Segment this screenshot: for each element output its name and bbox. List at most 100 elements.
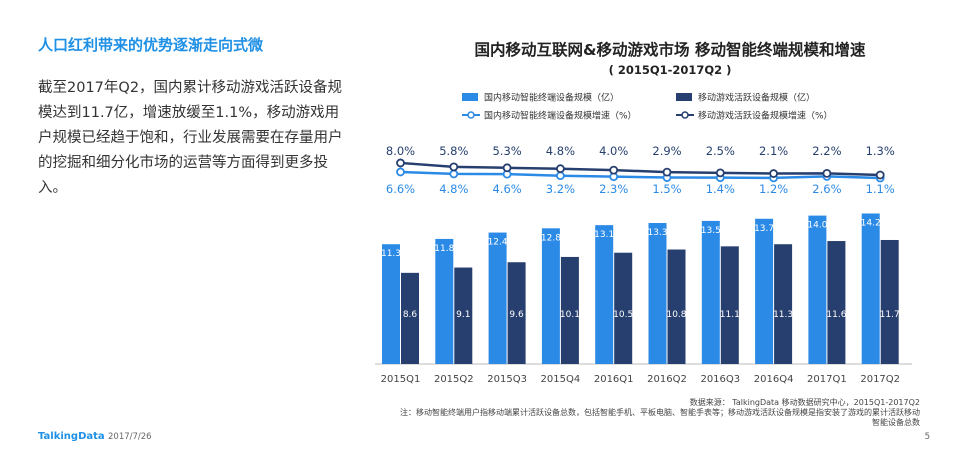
x-tick-label: 2015Q1 — [381, 374, 421, 385]
point-game-growth — [875, 170, 885, 180]
bar-device-total — [488, 232, 507, 364]
x-tick-label: 2016Q4 — [754, 374, 794, 385]
x-tick-label: 2017Q1 — [807, 374, 847, 385]
page-number: 5 — [924, 432, 930, 442]
point-game-growth — [396, 158, 405, 168]
line-game-growth — [400, 161, 881, 177]
x-tick-label: 2016Q2 — [647, 374, 687, 385]
legend-swatch-marker — [467, 111, 475, 119]
brand-logo: TalkingData — [38, 431, 105, 442]
note-line-continued: 智能设备总数 — [872, 418, 920, 427]
legend-label: 国内移动智能终端设备规模增速（%） — [484, 110, 637, 122]
point-game-growth — [715, 168, 725, 178]
label-device-growth: 1.4% — [706, 182, 735, 196]
bar-game-active — [614, 252, 633, 364]
label-device-growth: 1.1% — [866, 182, 895, 196]
label-device-growth: 4.6% — [492, 182, 521, 196]
label-game-growth: 2.2% — [812, 144, 841, 158]
bar-game-active-label: 8.6 — [403, 310, 418, 320]
section-heading: 人口红利带来的优势逐渐走向式微 — [38, 36, 264, 54]
bar-game-active — [880, 239, 899, 364]
label-device-growth: 4.8% — [439, 182, 468, 196]
point-game-growth — [556, 164, 565, 174]
bar-device-total-label: 14.2 — [861, 218, 881, 228]
point-game-growth — [822, 168, 832, 178]
label-device-growth: 1.2% — [759, 182, 788, 196]
bar-game-active-label: 9.1 — [456, 310, 470, 320]
x-tick-label: 2015Q2 — [434, 374, 474, 385]
bar-device-total-label: 12.8 — [541, 233, 561, 243]
label-game-growth: 2.1% — [759, 144, 788, 158]
bar-device-total-label: 14.0 — [807, 221, 827, 231]
bar-game-active-label: 9.6 — [509, 310, 524, 320]
label-game-growth: 5.3% — [492, 144, 521, 158]
bar-game-active-label: 10.1 — [560, 310, 580, 320]
x-tick-label: 2015Q3 — [487, 374, 527, 385]
bar-device-total — [595, 225, 614, 364]
label-game-growth: 1.3% — [866, 144, 895, 158]
label-device-growth: 1.5% — [652, 182, 681, 196]
bar-device-total — [541, 228, 560, 364]
footer-date: 2017/7/26 — [108, 432, 152, 442]
bar-device-total — [861, 213, 880, 364]
bar-game-active-label: 10.5 — [613, 310, 633, 320]
bar-game-active-label: 10.8 — [666, 310, 686, 320]
bar-device-total-label: 13.7 — [754, 224, 774, 234]
x-tick-label: 2016Q3 — [700, 374, 740, 385]
chart-subtitle: ( 2015Q1-2017Q2 ) — [608, 63, 732, 77]
section-body-text: 截至2017年Q2，国内累计移动游戏活跃设备规模达到11.7亿，增速放缓至1.1… — [38, 80, 343, 196]
line-device-growth — [400, 170, 881, 180]
bar-device-total — [755, 218, 774, 364]
label-device-growth: 2.6% — [812, 182, 841, 196]
point-game-growth — [449, 162, 459, 172]
bar-device-total-label: 13.5 — [701, 226, 721, 236]
bar-device-total-label: 12.4 — [488, 238, 508, 248]
bar-game-active-label: 11.7 — [880, 310, 900, 320]
label-device-growth: 6.6% — [386, 182, 415, 196]
label-game-growth: 2.9% — [652, 144, 681, 158]
legend-label: 国内移动智能终端设备规模（亿） — [484, 92, 619, 104]
label-device-growth: 3.2% — [546, 182, 575, 196]
point-device-growth — [449, 169, 459, 179]
legend-label: 移动游戏活跃设备规模增速（%） — [698, 110, 833, 122]
point-device-growth — [556, 171, 565, 181]
source-note: 数据来源： TalkingData 移动数据研究中心，2015Q1-2017Q2… — [400, 398, 920, 428]
point-game-growth — [609, 165, 619, 175]
bar-game-active — [560, 256, 579, 364]
point-game-growth — [662, 167, 672, 177]
legend-swatch-marker — [681, 111, 689, 119]
source-line: 数据来源： TalkingData 移动数据研究中心，2015Q1-2017Q2 — [689, 398, 920, 407]
point-game-growth — [502, 163, 512, 173]
x-tick-label: 2016Q1 — [594, 374, 634, 385]
bar-game-active — [720, 246, 739, 364]
bar-device-total-label: 13.1 — [594, 230, 614, 240]
bar-device-total-label: 11.8 — [434, 244, 454, 254]
bar-device-total — [701, 220, 720, 364]
bar-game-active — [507, 262, 526, 364]
label-game-growth: 2.5% — [706, 144, 735, 158]
label-game-growth: 8.0% — [386, 144, 415, 158]
bar-game-active — [667, 249, 686, 364]
bar-game-active-label: 11.1 — [720, 310, 740, 320]
point-device-growth — [396, 167, 405, 177]
bar-device-total-label: 11.3 — [381, 249, 401, 259]
label-game-growth: 4.0% — [599, 144, 628, 158]
bar-device-total-label: 13.3 — [647, 228, 667, 238]
bar-game-active-label: 11.6 — [826, 310, 846, 320]
chart-title: 国内移动互联网&移动游戏市场 移动智能终端规模和增速 — [474, 41, 866, 59]
bar-game-active-label: 11.3 — [773, 310, 793, 320]
label-device-growth: 2.3% — [599, 182, 628, 196]
legend-swatch-bar — [462, 93, 478, 101]
point-game-growth — [769, 169, 778, 178]
legend-label: 移动游戏活跃设备规模（亿） — [698, 92, 815, 104]
bar-device-total — [382, 244, 400, 364]
legend-swatch-bar — [676, 93, 692, 101]
bar-game-active — [454, 267, 473, 364]
bar-game-active — [401, 272, 419, 364]
bar-device-total — [808, 215, 827, 364]
bar-game-active — [774, 244, 793, 364]
bar-game-active — [827, 241, 846, 364]
label-game-growth: 5.8% — [439, 144, 468, 158]
x-tick-label: 2015Q4 — [541, 374, 581, 385]
